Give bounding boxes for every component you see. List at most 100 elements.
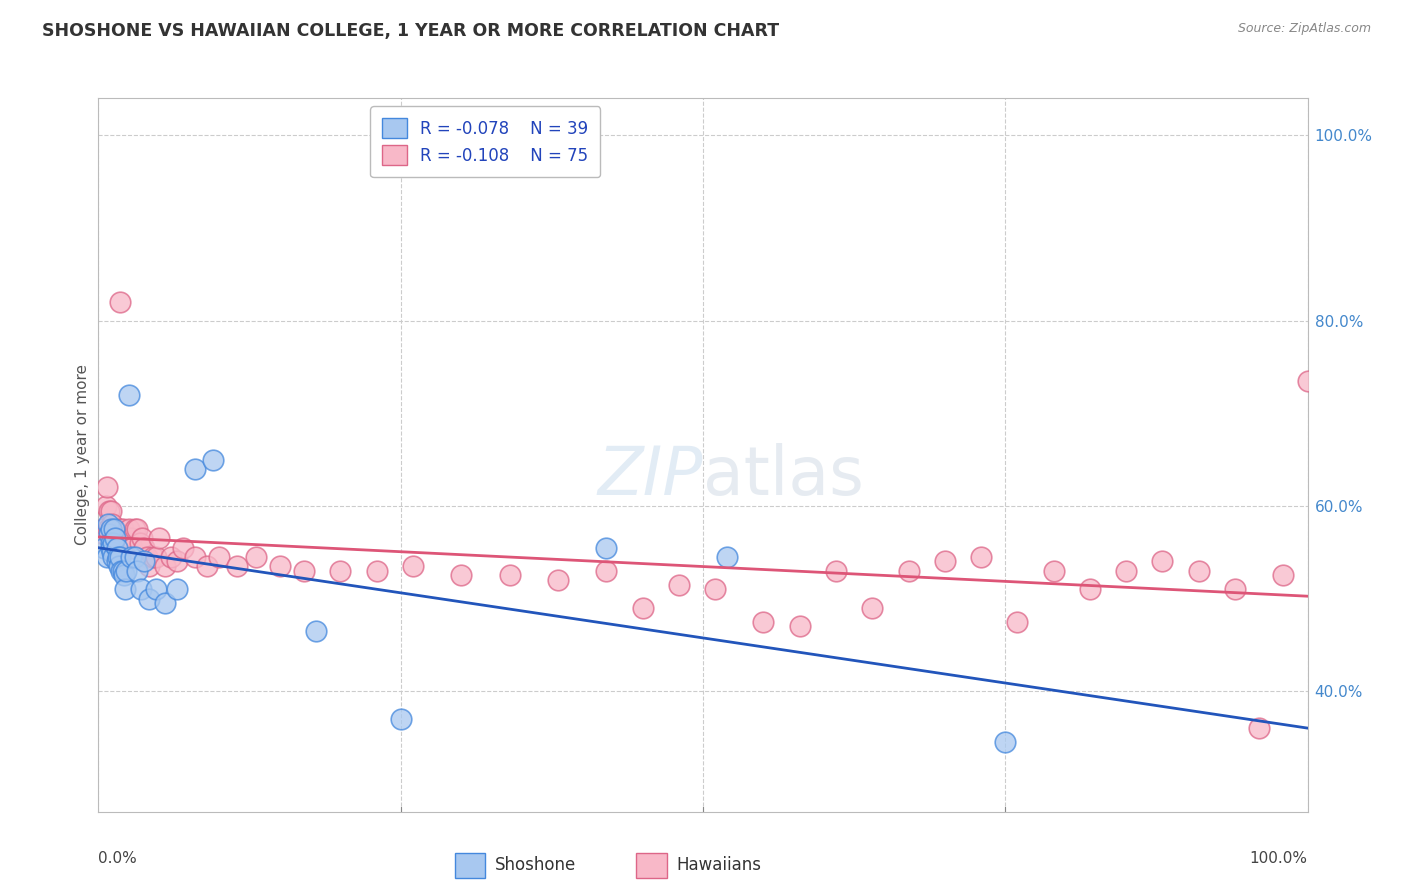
Point [100,517,122,532]
Point [450,568,472,582]
Point [100,522,122,536]
Text: 0.0%: 0.0% [98,851,138,866]
Point [1007,615,1029,629]
Point [142,549,165,564]
Point [305,624,328,638]
Point [100,503,122,517]
Point [789,619,811,633]
Point [329,564,352,578]
Point [111,522,134,536]
Point [145,582,167,597]
Point [108,295,131,310]
Point [166,554,188,568]
Point [135,549,157,564]
Point [97,522,120,536]
Point [104,522,127,536]
Point [118,536,141,550]
Point [668,577,690,591]
Point [120,532,142,546]
Text: Hawaiians: Hawaiians [676,856,762,874]
Point [129,582,152,597]
Point [93,526,115,541]
Text: atlas: atlas [703,443,863,509]
Point [595,564,617,578]
Legend: R = -0.078    N = 39, R = -0.108    N = 75: R = -0.078 N = 39, R = -0.108 N = 75 [370,106,600,178]
Point [98,503,121,517]
Text: ZIP: ZIP [598,443,703,509]
Point [105,554,128,568]
Point [128,536,150,550]
Point [153,596,176,610]
Point [118,522,141,536]
Point [1296,374,1319,388]
Point [96,549,118,564]
Point [131,532,153,546]
Point [108,526,131,541]
Point [98,526,121,541]
Point [104,532,127,546]
Point [134,541,156,555]
Point [97,517,120,532]
Point [114,582,136,597]
Point [153,559,176,574]
Point [110,526,132,541]
Point [114,532,136,546]
Point [389,712,412,726]
Point [117,536,139,550]
Point [127,522,149,536]
Point [111,564,134,578]
Point [1272,568,1295,582]
Point [100,541,122,555]
Point [498,568,520,582]
Point [994,735,1017,749]
Point [366,564,388,578]
Point [184,462,207,476]
Point [148,532,170,546]
Point [269,559,291,574]
Point [195,559,218,574]
Y-axis label: College, 1 year or more: College, 1 year or more [75,365,90,545]
Point [1078,582,1101,597]
Point [970,549,993,564]
Point [1152,554,1174,568]
Point [94,499,117,513]
Point [595,541,617,555]
Point [752,615,775,629]
Point [101,549,124,564]
Text: Shoshone: Shoshone [495,856,576,874]
Point [1223,582,1246,597]
Point [108,559,131,574]
Point [100,522,122,536]
Point [172,541,194,555]
Point [124,549,146,564]
Point [860,600,883,615]
Point [897,564,920,578]
Point [134,554,156,568]
Point [110,564,132,578]
Point [108,522,131,536]
Point [160,549,183,564]
Point [105,526,128,541]
Point [208,549,231,564]
Point [1042,564,1064,578]
Point [292,564,315,578]
Point [115,532,138,546]
Point [107,536,129,550]
Point [100,545,122,559]
Point [107,549,129,564]
Point [118,387,141,401]
Point [934,554,956,568]
Point [138,591,160,606]
Point [100,536,122,550]
Point [226,559,249,574]
Point [145,549,167,564]
FancyBboxPatch shape [456,853,485,878]
Point [91,522,114,536]
Point [825,564,848,578]
Point [121,541,143,555]
Point [124,522,146,536]
Point [115,564,138,578]
Point [108,549,131,564]
Point [112,532,135,546]
Point [127,564,149,578]
